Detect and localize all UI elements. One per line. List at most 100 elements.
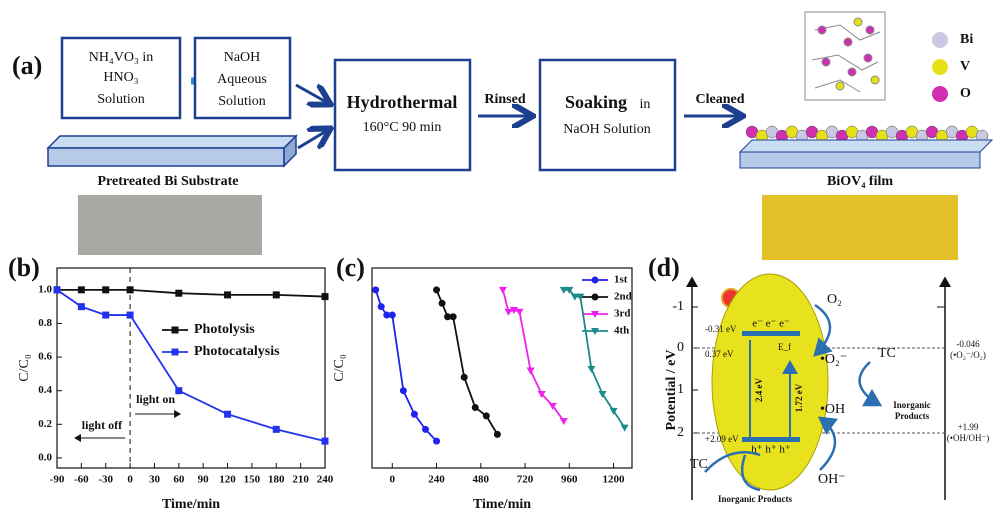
- x-tick-label: 60: [173, 474, 185, 486]
- marker: [102, 286, 109, 293]
- marker: [472, 404, 479, 411]
- box-text: Solution: [97, 92, 144, 107]
- annotation: light off: [82, 418, 123, 432]
- box-text: 160°C 90 min: [363, 120, 442, 135]
- species: •OH: [820, 402, 845, 417]
- marker: [224, 411, 231, 418]
- band: [742, 437, 800, 442]
- marker: [78, 303, 85, 310]
- y-tick-label: 1.0: [38, 283, 52, 295]
- substrate: [48, 136, 296, 148]
- legend-text: 2nd: [614, 291, 632, 303]
- legend-dot: [932, 86, 948, 102]
- caption: Pretreated Bi Substrate: [97, 174, 238, 189]
- marker: [127, 286, 134, 293]
- panel-a: (a) NH₄VO₃ in HNO₃ Solution NaOH Aqueous…: [12, 12, 992, 260]
- marker: [450, 313, 457, 320]
- arrow: [298, 130, 328, 148]
- species: OH⁻: [818, 472, 846, 487]
- box: [335, 60, 470, 170]
- charts: (b)Time/minC/C₀-90-60-300306090120150180…: [8, 253, 632, 512]
- species: Products: [895, 411, 930, 421]
- marker: [172, 349, 179, 356]
- species: TC: [878, 346, 896, 361]
- marker: [494, 431, 501, 438]
- level-label: -0.31 eV: [705, 324, 737, 334]
- x-tick-label: 480: [473, 474, 490, 486]
- level-label: +2.09 eV: [705, 434, 739, 444]
- x-tick-label: 1200: [603, 474, 626, 486]
- marker: [560, 418, 568, 425]
- level-label: 0.37 eV: [705, 349, 734, 359]
- marker: [322, 438, 329, 445]
- tick-label: -1: [672, 299, 684, 314]
- ef-label: E_f: [778, 342, 791, 352]
- x-tick-label: 210: [292, 474, 309, 486]
- arrow: [860, 362, 880, 405]
- annotation: light on: [136, 392, 175, 406]
- level-label: (•O₂⁻/O₂): [950, 350, 986, 360]
- x-tick-label: 240: [317, 474, 334, 486]
- y-tick-label: 0.4: [38, 384, 52, 396]
- x-tick-label: -30: [98, 474, 113, 486]
- film: [740, 140, 992, 152]
- panel-d: (d) Potential / eV -1 0 1 2 -0.31 eV 0.3…: [648, 253, 989, 504]
- box-text: Solution: [218, 94, 265, 109]
- marker: [273, 426, 280, 433]
- box-text: HNO₃: [103, 70, 138, 85]
- box-text: NaOH Solution: [563, 122, 651, 137]
- legend-text: Photocatalysis: [194, 344, 280, 359]
- caption: BiOV₄ film: [827, 174, 893, 189]
- series-line: [57, 290, 325, 297]
- legend-dot: [932, 32, 948, 48]
- species: •O₂⁻: [820, 352, 847, 367]
- marker: [411, 411, 418, 418]
- marker: [527, 368, 535, 375]
- marker: [433, 286, 440, 293]
- marker: [78, 286, 85, 293]
- marker: [389, 312, 396, 319]
- y-tick-label: 0.8: [38, 317, 52, 329]
- y-axis-title: C/C₀: [17, 354, 32, 382]
- marker: [127, 312, 134, 319]
- marker: [322, 293, 329, 300]
- x-tick-label: 90: [198, 474, 210, 486]
- x-tick-label: 960: [561, 474, 578, 486]
- x-tick-label: -60: [74, 474, 89, 486]
- y-tick-label: 0.2: [38, 418, 52, 430]
- x-tick-label: 30: [149, 474, 161, 486]
- marker: [504, 309, 512, 316]
- arrow: [296, 85, 328, 103]
- marker: [483, 412, 490, 419]
- carriers: e⁻ e⁻ e⁻: [752, 318, 790, 330]
- x-axis-title: Time/min: [162, 497, 220, 512]
- x-tick-label: -90: [50, 474, 65, 486]
- marker: [400, 387, 407, 394]
- marker: [592, 277, 599, 284]
- box-text: Soaking: [565, 92, 627, 112]
- legend-text: Photolysis: [194, 322, 255, 337]
- x-tick-label: 0: [390, 474, 396, 486]
- band: [742, 331, 800, 336]
- legend-text: Bi: [960, 32, 973, 47]
- x-tick-label: 180: [268, 474, 285, 486]
- series-line: [437, 290, 498, 435]
- marker: [587, 366, 595, 373]
- level-label: -0.046: [956, 339, 980, 349]
- step: Cleaned: [696, 92, 745, 107]
- marker: [175, 387, 182, 394]
- marker: [422, 426, 429, 433]
- photo: [78, 195, 262, 255]
- species: Inorganic: [893, 400, 931, 410]
- crystal: [805, 12, 885, 100]
- tick-label: 0: [677, 340, 684, 355]
- legend-text: V: [960, 59, 970, 74]
- species: Inorganic Products: [718, 494, 793, 504]
- box-text: NH₄VO₃ in: [89, 50, 154, 65]
- film: [740, 152, 980, 168]
- gap: 1.72 eV: [794, 383, 804, 412]
- step: Rinsed: [484, 92, 525, 107]
- box-text: NaOH: [224, 50, 261, 65]
- legend-dot: [932, 59, 948, 75]
- marker: [54, 286, 61, 293]
